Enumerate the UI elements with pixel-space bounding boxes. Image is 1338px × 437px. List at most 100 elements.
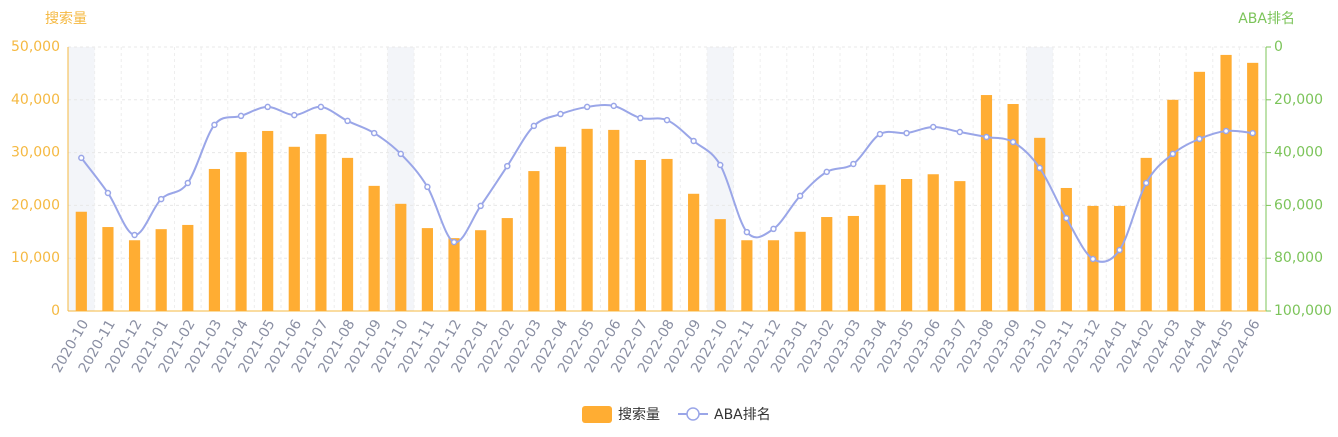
y-tick-label: 0 bbox=[51, 303, 60, 319]
bar bbox=[288, 146, 300, 311]
bar bbox=[1220, 54, 1232, 312]
bar bbox=[767, 240, 780, 311]
bar bbox=[182, 224, 194, 311]
legend-label: ABA排名 bbox=[714, 407, 771, 423]
line-point bbox=[370, 129, 378, 137]
bar bbox=[581, 128, 593, 311]
line-point bbox=[983, 133, 990, 141]
bar bbox=[821, 217, 833, 311]
line-point bbox=[716, 161, 724, 169]
bar bbox=[794, 231, 806, 311]
bar bbox=[262, 130, 274, 311]
line-point bbox=[903, 129, 910, 137]
legend-swatch bbox=[582, 406, 612, 423]
bar bbox=[448, 238, 460, 311]
line-point bbox=[344, 117, 351, 125]
y2-tick-label: 80,000 bbox=[1274, 250, 1323, 266]
line-point bbox=[291, 111, 298, 119]
bar bbox=[661, 158, 673, 311]
line-point bbox=[823, 168, 830, 176]
line-point bbox=[1196, 135, 1203, 143]
bar bbox=[155, 229, 167, 311]
line-point bbox=[956, 128, 964, 136]
line-point bbox=[1116, 246, 1123, 254]
bar bbox=[368, 185, 380, 311]
line-point bbox=[610, 102, 618, 110]
bar bbox=[980, 95, 993, 311]
y-tick-label: 10,000 bbox=[11, 250, 60, 266]
legend-swatch bbox=[686, 407, 700, 421]
line-point bbox=[1169, 150, 1177, 158]
bar bbox=[608, 129, 620, 311]
bar bbox=[235, 152, 247, 311]
bar bbox=[208, 168, 221, 311]
line-point bbox=[450, 238, 458, 246]
line-point bbox=[477, 202, 484, 210]
bar bbox=[847, 215, 859, 311]
line-point bbox=[530, 122, 538, 130]
line-point bbox=[1142, 179, 1150, 187]
bar bbox=[501, 218, 513, 311]
y2-tick-label: 100,000 bbox=[1274, 303, 1332, 319]
y-tick-label: 30,000 bbox=[11, 145, 60, 161]
line-point bbox=[1063, 214, 1070, 222]
bar bbox=[475, 230, 487, 311]
y-tick-label: 20,000 bbox=[11, 197, 60, 213]
bar bbox=[1140, 157, 1152, 311]
line-point bbox=[637, 114, 644, 122]
bar bbox=[714, 219, 726, 311]
y-axis-label: 搜索量 bbox=[45, 10, 87, 27]
line-point bbox=[1036, 164, 1043, 172]
line-point bbox=[78, 154, 85, 162]
line-point bbox=[796, 192, 804, 200]
y2-tick-label: 20,000 bbox=[1274, 92, 1323, 108]
line-point bbox=[237, 112, 245, 120]
line-point bbox=[557, 110, 564, 118]
line-point bbox=[1089, 255, 1097, 263]
bar bbox=[128, 240, 141, 311]
y2-axis-label: ABA排名 bbox=[1238, 11, 1295, 27]
y-tick-label: 50,000 bbox=[11, 39, 60, 55]
line-point bbox=[583, 103, 591, 111]
y2-tick-label: 0 bbox=[1274, 39, 1283, 55]
line-point bbox=[770, 225, 777, 233]
bar bbox=[901, 179, 913, 311]
bar bbox=[395, 203, 407, 311]
line-point bbox=[397, 150, 405, 158]
bar bbox=[1193, 71, 1206, 311]
bar bbox=[1034, 137, 1046, 311]
line-point bbox=[157, 195, 165, 203]
bar bbox=[927, 174, 939, 311]
bar bbox=[315, 134, 327, 311]
line-point bbox=[663, 116, 671, 124]
bar bbox=[634, 159, 646, 311]
line-point bbox=[1222, 127, 1230, 135]
line-point bbox=[504, 162, 511, 170]
bar bbox=[554, 146, 567, 311]
line-point bbox=[850, 160, 857, 168]
bar bbox=[421, 228, 433, 311]
line-point bbox=[211, 121, 218, 129]
y-tick-label: 40,000 bbox=[11, 92, 60, 108]
bar bbox=[1007, 104, 1019, 311]
line-point bbox=[743, 228, 751, 236]
line-point bbox=[264, 103, 271, 111]
line-point bbox=[876, 130, 884, 138]
bar bbox=[688, 193, 700, 311]
line-point bbox=[929, 123, 937, 131]
bar bbox=[1060, 187, 1072, 311]
bar bbox=[1113, 205, 1126, 311]
line-point bbox=[424, 183, 431, 191]
line-point bbox=[690, 137, 697, 145]
bar bbox=[102, 227, 114, 311]
bar bbox=[341, 157, 354, 311]
bar bbox=[1167, 99, 1179, 311]
bar bbox=[1247, 62, 1259, 312]
y2-tick-label: 60,000 bbox=[1274, 197, 1323, 213]
bar bbox=[874, 184, 886, 311]
bar bbox=[741, 240, 753, 311]
bar bbox=[954, 181, 966, 311]
line-point bbox=[1009, 138, 1017, 146]
y2-tick-label: 40,000 bbox=[1274, 145, 1323, 161]
